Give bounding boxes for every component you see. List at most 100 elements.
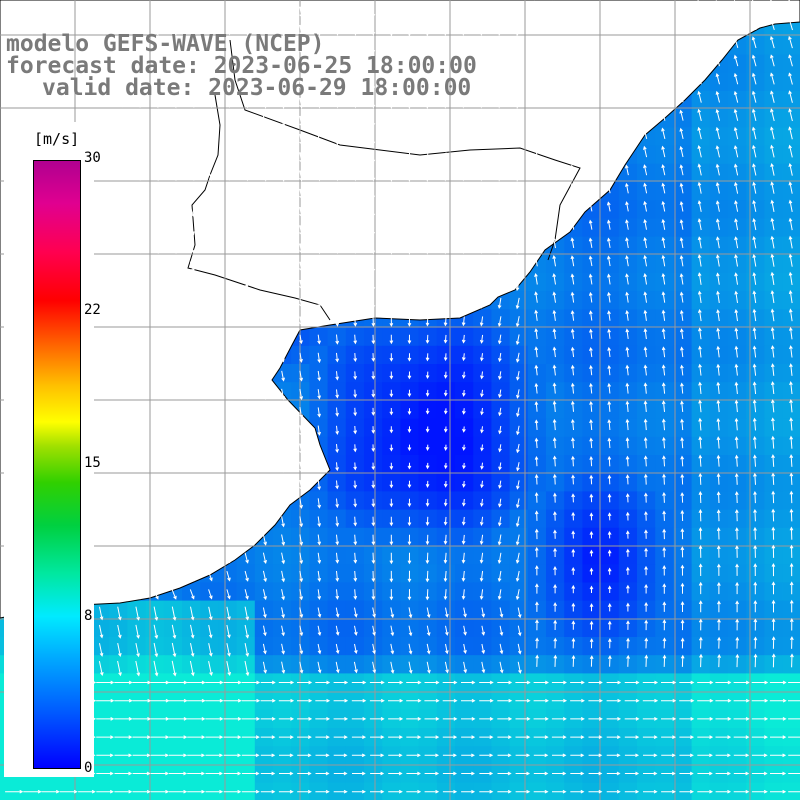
wind-vector-arrow <box>626 637 630 649</box>
wind-vector-arrow <box>698 454 703 467</box>
wind-vector-arrow <box>662 601 667 612</box>
wind-vector-arrow <box>208 443 213 454</box>
wind-vector-arrow <box>208 280 213 290</box>
wind-vector-arrow <box>244 24 249 36</box>
wind-vector-arrow <box>515 680 531 685</box>
wind-vector-arrow <box>352 771 366 776</box>
wind-vector-arrow <box>698 436 703 449</box>
wind-vector-arrow <box>515 61 520 73</box>
wind-vector-arrow <box>262 188 267 200</box>
wind-vector-arrow <box>789 636 794 649</box>
wind-vector-arrow <box>661 753 676 758</box>
wind-vector-arrow <box>99 643 104 657</box>
wind-vector-arrow <box>571 530 576 539</box>
wind-vector-arrow <box>661 182 666 194</box>
wind-vector-arrow <box>533 36 538 48</box>
wind-vector-arrow <box>499 625 504 637</box>
wind-vector-arrow <box>317 389 321 400</box>
wind-vector-arrow <box>425 498 430 507</box>
wind-vector-arrow <box>244 480 249 491</box>
wind-vector-arrow <box>589 655 594 667</box>
wind-vector-arrow <box>497 243 502 255</box>
wind-vector-arrow <box>771 454 775 467</box>
wind-vector-arrow <box>351 680 367 685</box>
wind-vector-arrow <box>389 516 394 527</box>
wind-vector-arrow <box>751 698 769 703</box>
wind-vector-arrow <box>606 109 611 121</box>
wind-vector-arrow <box>223 789 242 794</box>
wind-vector-arrow <box>171 516 177 527</box>
wind-vector-arrow <box>461 188 466 200</box>
wind-vector-arrow <box>497 516 502 527</box>
wind-vector-arrow <box>769 0 775 12</box>
wind-vector-arrow <box>752 144 757 158</box>
wind-vector-arrow <box>442 753 457 758</box>
wind-vector-arrow <box>463 607 467 618</box>
wind-vector-arrow <box>244 552 249 564</box>
wind-vector-arrow <box>607 493 612 503</box>
wind-vector-arrow <box>479 298 484 309</box>
legend-tick-8: 8 <box>84 608 93 624</box>
wind-vector-arrow <box>589 346 593 358</box>
wind-vector-arrow <box>480 480 484 489</box>
wind-vector-arrow <box>135 152 141 163</box>
wind-vector-arrow <box>534 364 539 376</box>
wind-vector-arrow <box>479 116 484 127</box>
wind-vector-arrow <box>244 643 250 658</box>
wind-vector-arrow <box>244 280 249 289</box>
wind-vector-arrow <box>299 461 304 473</box>
wind-vector-arrow <box>244 370 249 382</box>
wind-vector-arrow <box>135 606 140 621</box>
wind-vector-arrow <box>7 61 15 71</box>
wind-vector-arrow <box>516 371 520 381</box>
wind-vector-arrow <box>734 436 739 449</box>
wind-vector-arrow <box>625 511 630 521</box>
wind-vector-arrow <box>644 619 649 631</box>
wind-vector-arrow <box>734 509 739 522</box>
wind-vector-arrow <box>733 90 739 103</box>
wind-vector-arrow <box>769 17 775 31</box>
wind-vector-arrow <box>716 473 721 485</box>
wind-vector-arrow <box>534 546 539 558</box>
wind-vector-arrow <box>208 352 213 363</box>
wind-vector-arrow <box>570 418 575 431</box>
wind-vector-arrow <box>697 272 702 285</box>
wind-vector-arrow <box>335 298 340 309</box>
wind-vector-arrow <box>642 127 648 140</box>
wind-vector-arrow <box>299 480 303 491</box>
wind-vector-arrow <box>462 408 466 415</box>
wind-vector-arrow <box>498 407 502 417</box>
wind-vector-arrow <box>607 328 611 339</box>
wind-vector-arrow <box>205 735 224 739</box>
wind-vector-arrow <box>662 546 667 558</box>
wind-vector-arrow <box>317 370 321 382</box>
wind-vector-arrow <box>208 480 213 491</box>
wind-vector-arrow <box>790 653 794 668</box>
wind-vector-arrow <box>680 637 685 649</box>
wind-vector-arrow <box>371 6 376 18</box>
wind-vector-arrow <box>425 79 430 91</box>
wind-vector-arrow <box>389 462 394 470</box>
wind-vector-arrow <box>698 417 703 431</box>
wind-vector-arrow <box>389 24 394 37</box>
wind-vector-arrow <box>551 680 567 685</box>
wind-vector-arrow <box>497 6 502 18</box>
wind-vector-arrow <box>116 316 123 327</box>
wind-vector-arrow <box>644 654 649 667</box>
wind-vector-arrow <box>369 698 385 703</box>
wind-vector-arrow <box>171 316 177 327</box>
wind-vector-arrow <box>425 225 430 237</box>
wind-vector-arrow <box>389 371 394 380</box>
wind-vector-arrow <box>168 735 188 739</box>
wind-vector-arrow <box>443 243 448 255</box>
wind-vector-arrow <box>99 624 104 639</box>
wind-vector-arrow <box>443 61 448 72</box>
wind-vector-arrow <box>733 771 750 776</box>
wind-vector-arrow <box>698 381 702 394</box>
wind-vector-arrow <box>770 271 775 285</box>
wind-vector-arrow <box>606 789 621 794</box>
wind-vector-arrow <box>208 243 213 254</box>
wind-vector-arrow <box>98 334 104 344</box>
wind-vector-arrow <box>116 297 123 309</box>
